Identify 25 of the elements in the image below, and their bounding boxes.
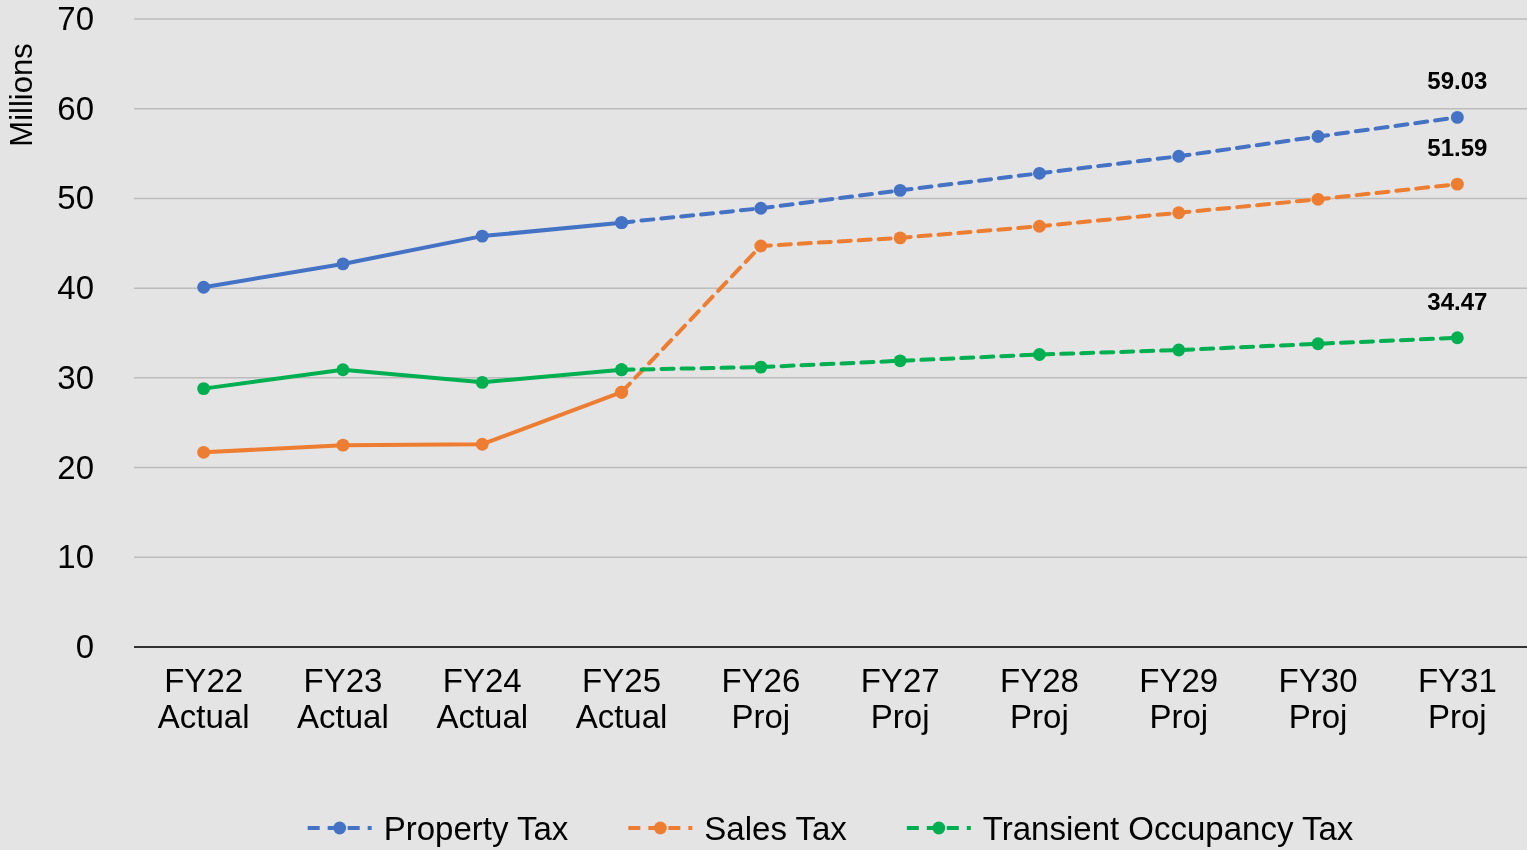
y-tick-label: 0 [75, 628, 94, 666]
x-tick-label: FY25 Actual [575, 662, 668, 735]
legend-label: Transient Occupancy Tax [982, 809, 1354, 847]
data-label: 59.03 [1427, 67, 1488, 95]
x-tick-label: FY24 Actual [436, 662, 529, 735]
x-tick-label: FY27 Proj [860, 662, 940, 735]
y-tick-label: 20 [57, 448, 94, 486]
data-label: 34.47 [1427, 287, 1488, 315]
x-tick-label: FY30 Proj [1278, 662, 1358, 735]
y-axis-title: Millions [4, 43, 39, 147]
legend-label: Sales Tax [704, 809, 848, 847]
x-tick-label: FY28 Proj [1000, 662, 1079, 735]
y-tick-label: 60 [57, 89, 94, 127]
x-tick-label: FY22 Actual [157, 662, 250, 735]
y-tick-label: 10 [57, 538, 94, 576]
data-label: 51.59 [1427, 134, 1488, 162]
legend-label: Property Tax [383, 809, 569, 847]
y-tick-label: 40 [57, 269, 94, 307]
x-tick-label: FY23 Actual [297, 662, 389, 735]
y-tick-label: 50 [57, 179, 94, 217]
y-tick-label: 30 [57, 358, 94, 396]
x-tick-label: FY31 Proj [1417, 662, 1497, 735]
x-tick-label: FY26 Proj [721, 662, 801, 735]
y-tick-label: 70 [57, 0, 94, 38]
x-tick-label: FY29 Proj [1139, 662, 1219, 735]
